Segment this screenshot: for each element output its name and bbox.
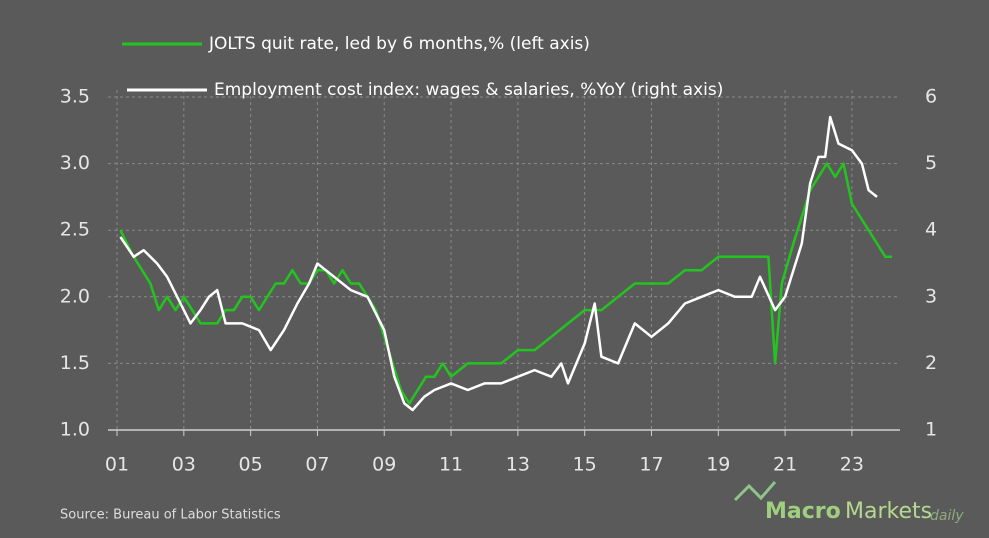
x-tick-label: 23 (840, 454, 864, 476)
y2-tick-label: 6 (925, 86, 937, 108)
legend-label: JOLTS quit rate, led by 6 months,% (left… (208, 34, 590, 54)
y2-tick-label: 5 (925, 152, 937, 174)
x-tick-label: 03 (172, 454, 196, 476)
y-tick-label: 1.0 (60, 419, 90, 441)
series-line (119, 162, 892, 405)
y-tick-label: 2.0 (60, 285, 90, 307)
x-tick-label: 01 (105, 454, 129, 476)
source: Source: Bureau of Labor Statistics (60, 508, 281, 523)
x-tick-label: 17 (639, 454, 663, 476)
logo-text: daily (930, 508, 964, 524)
series-line (119, 115, 878, 412)
x-tick-label: 09 (372, 454, 396, 476)
y2-tick-label: 4 (925, 219, 937, 241)
x-tick-label: 13 (506, 454, 530, 476)
logo: Macro Markets daily (733, 481, 964, 524)
legend-label: Employment cost index: wages & salaries,… (214, 80, 723, 100)
y2-tick-label: 1 (925, 419, 937, 441)
x-tick-label: 07 (305, 454, 329, 476)
x-tick-label: 15 (573, 454, 597, 476)
y-tick-label: 2.5 (60, 219, 90, 241)
logo-icon (733, 481, 777, 502)
logo-text: Markets (845, 499, 932, 524)
y-tick-label: 1.5 (60, 352, 90, 374)
y2-tick-label: 2 (925, 352, 937, 374)
x-tick-label: 11 (439, 454, 463, 476)
logo-text: Macro (765, 499, 841, 524)
x-tick-label: 19 (706, 454, 730, 476)
y2-tick-label: 3 (925, 285, 937, 307)
x-tick-label: 21 (773, 454, 797, 476)
y-tick-label: 3.0 (60, 152, 90, 174)
x-tick-label: 05 (239, 454, 263, 476)
y-tick-label: 3.5 (60, 86, 90, 108)
